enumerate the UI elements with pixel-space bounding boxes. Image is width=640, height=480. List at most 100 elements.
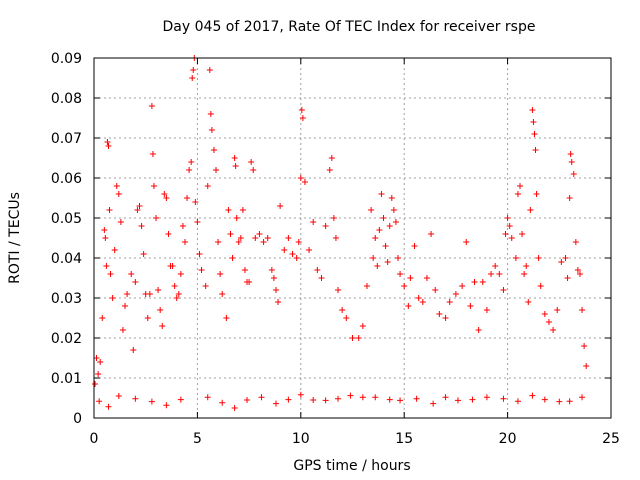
- grid-lines: [94, 58, 611, 418]
- data-point: [459, 283, 466, 289]
- data-point: [270, 275, 277, 281]
- data-point: [310, 219, 317, 225]
- y-axis-label: ROTI / TECUs: [7, 192, 23, 284]
- data-point: [527, 207, 534, 213]
- data-point: [198, 267, 205, 273]
- data-point: [206, 67, 213, 73]
- data-point: [130, 347, 137, 353]
- data-point: [583, 363, 590, 369]
- data-point: [306, 247, 313, 253]
- data-point: [239, 207, 246, 213]
- data-point: [432, 287, 439, 293]
- data-point: [467, 303, 474, 309]
- data-point: [153, 215, 160, 221]
- data-point: [175, 291, 182, 297]
- x-tick-label: 25: [602, 431, 620, 447]
- data-point: [233, 215, 240, 221]
- data-point: [299, 115, 306, 121]
- data-point: [119, 327, 126, 333]
- data-point: [397, 397, 404, 404]
- data-point: [179, 223, 186, 229]
- data-point: [208, 127, 215, 133]
- data-point: [556, 398, 563, 405]
- data-point: [541, 311, 548, 317]
- x-tick-label: 20: [499, 431, 517, 447]
- data-point: [500, 287, 507, 293]
- data-point: [386, 223, 393, 229]
- data-point: [237, 235, 244, 241]
- data-point: [217, 271, 224, 277]
- data-point: [454, 397, 461, 404]
- data-point: [550, 327, 557, 333]
- data-point: [246, 279, 253, 285]
- data-point: [107, 271, 114, 277]
- data-point: [184, 195, 191, 201]
- data-point: [519, 231, 526, 237]
- x-tick-label: 5: [193, 431, 202, 447]
- data-point: [117, 219, 124, 225]
- data-point: [339, 307, 346, 313]
- data-point: [235, 239, 242, 245]
- y-tick-label: 0.03: [51, 291, 82, 307]
- data-point: [192, 199, 199, 205]
- y-tick-label: 0.07: [51, 131, 82, 147]
- data-point: [541, 396, 548, 403]
- y-tick-labels: 0 0.01 0.02 0.03 0.04 0.05 0.06 0.07 0.08 0.09: [51, 51, 82, 427]
- data-point: [521, 271, 528, 277]
- data-point: [382, 243, 389, 249]
- data-point: [189, 75, 196, 81]
- data-point: [442, 315, 449, 321]
- data-point: [103, 263, 110, 269]
- data-point: [347, 392, 354, 399]
- data-point: [359, 394, 366, 401]
- data-point: [330, 215, 337, 221]
- data-point: [436, 311, 443, 317]
- data-point: [502, 231, 509, 237]
- data-point: [219, 291, 226, 297]
- data-point: [149, 151, 156, 157]
- data-point: [488, 271, 495, 277]
- data-point: [144, 315, 151, 321]
- data-point: [95, 371, 102, 377]
- data-point: [413, 395, 420, 402]
- data-point: [213, 167, 220, 173]
- data-point: [430, 400, 437, 407]
- data-point: [483, 307, 490, 313]
- data-point: [566, 398, 573, 405]
- data-point: [537, 283, 544, 289]
- data-point: [562, 255, 569, 261]
- data-point: [378, 191, 385, 197]
- data-point: [250, 167, 257, 173]
- data-point: [210, 147, 217, 153]
- data-point: [558, 259, 565, 265]
- data-point: [106, 207, 113, 213]
- data-point: [105, 403, 112, 410]
- data-point: [310, 397, 317, 403]
- data-point: [374, 263, 381, 269]
- data-point: [109, 295, 116, 301]
- data-point: [372, 394, 379, 401]
- data-point: [140, 251, 147, 257]
- y-tick-label: 0.05: [51, 211, 82, 227]
- data-point: [335, 287, 342, 293]
- y-tick-label: 0.02: [51, 331, 82, 347]
- plot-frame: [93, 57, 612, 419]
- data-point: [268, 267, 275, 273]
- data-point: [281, 247, 288, 253]
- x-tick-label: 15: [395, 431, 413, 447]
- data-point: [532, 147, 539, 153]
- data-point: [392, 219, 399, 225]
- data-point: [483, 394, 490, 401]
- data-point: [452, 291, 459, 297]
- x-axis-label: GPS time / hours: [293, 458, 410, 474]
- data-point: [148, 103, 155, 109]
- data-point: [223, 315, 230, 321]
- data-point: [530, 119, 537, 125]
- data-point: [514, 398, 521, 405]
- data-point: [219, 399, 226, 406]
- data-point: [363, 283, 370, 289]
- data-point: [171, 283, 178, 289]
- data-point: [229, 255, 236, 261]
- data-point: [415, 295, 422, 301]
